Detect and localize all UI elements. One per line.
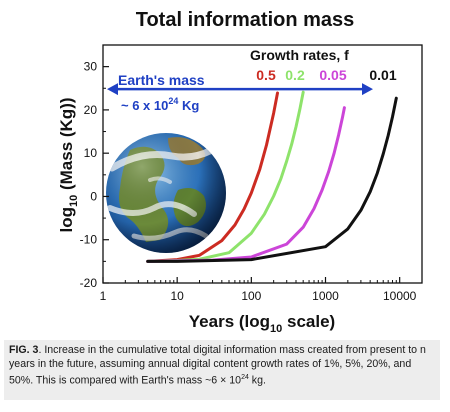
series-line-0-5 — [146, 91, 279, 263]
caption-superscript: 24 — [241, 374, 249, 382]
arrowhead-left-icon — [107, 83, 118, 96]
y-tick-label: 30 — [84, 60, 98, 74]
x-tick-label: 1000 — [312, 289, 339, 303]
chart-title: Total information mass — [136, 9, 355, 31]
y-tick-label: -20 — [80, 276, 98, 290]
caption-label: FIG. 3 — [9, 344, 39, 356]
reference-value-label: ~ 6 x 1024 Kg — [121, 96, 199, 113]
x-tick-label: 100 — [241, 289, 261, 303]
series-label-0-5: 0.5 — [256, 67, 276, 83]
x-tick-label: 10000 — [383, 289, 417, 303]
x-tick-label: 1 — [100, 289, 107, 303]
series-line-0-01 — [146, 96, 398, 263]
earth-globe — [106, 133, 226, 253]
caption-text: . Increase in the cumulative total digit… — [9, 344, 426, 387]
y-tick-label: 0 — [90, 189, 97, 203]
figure-caption: FIG. 3. Increase in the cumulative total… — [4, 340, 440, 400]
y-tick-label: -10 — [80, 233, 98, 247]
series-label-0-01: 0.01 — [369, 67, 396, 83]
plot-frame — [102, 44, 423, 284]
y-tick-label: 20 — [84, 103, 98, 117]
series-label-0-05: 0.05 — [319, 67, 346, 83]
reference-label: Earth's mass — [118, 72, 205, 88]
legend-title: Growth rates, f — [250, 47, 349, 63]
y-axis-label: log10 (Mass (Kg)) — [57, 97, 80, 232]
chart: Total information mass 1 10 100 1000 10000-2… — [57, 9, 423, 335]
x-axis-label: Years (log10 scale) — [189, 312, 335, 335]
x-tick-label: 10 — [170, 289, 184, 303]
arrowhead-right-icon — [362, 83, 373, 96]
caption-text-end: kg. — [248, 374, 266, 387]
y-tick-label: 10 — [84, 146, 98, 160]
series-label-0-2: 0.2 — [285, 67, 305, 83]
